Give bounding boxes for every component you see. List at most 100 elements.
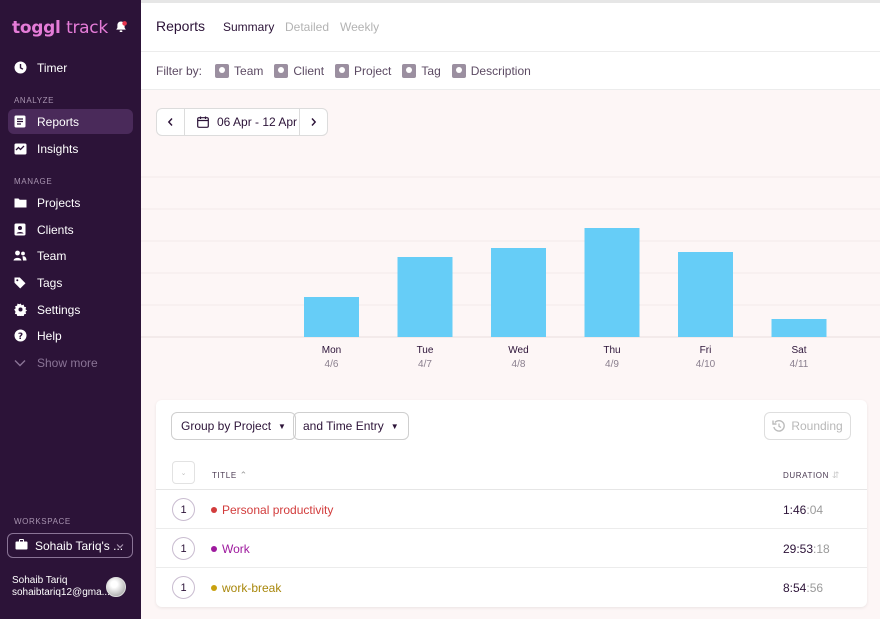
table-row[interactable]: 1 work-break 8:54:56 bbox=[156, 568, 867, 607]
filter-tag[interactable]: Tag bbox=[402, 63, 441, 78]
summary-table-card: Group by Project ▼ and Time Entry ▼ Roundi… bbox=[156, 400, 867, 607]
chart-bar-sat[interactable] bbox=[771, 319, 827, 337]
folder-icon bbox=[13, 196, 27, 210]
sidebar-item-clients[interactable]: Clients bbox=[8, 217, 133, 242]
column-header-duration[interactable]: DURATION ⇵ bbox=[783, 470, 840, 481]
chart-date-label: 4/6 bbox=[325, 359, 339, 370]
table-header: ⌄ TITLE ⌃ DURATION ⇵ bbox=[156, 456, 867, 490]
sidebar-item-label: Timer bbox=[37, 60, 68, 75]
section-label-workspace: WORKSPACE bbox=[14, 517, 71, 526]
filter-team[interactable]: Team bbox=[215, 63, 264, 78]
chart-day-label: Mon bbox=[322, 345, 341, 356]
sidebar-item-label: Settings bbox=[37, 302, 81, 317]
sidebar-item-reports[interactable]: Reports bbox=[8, 109, 133, 134]
sidebar-item-label: Clients bbox=[37, 222, 74, 237]
chevron-down-icon: ▼ bbox=[390, 421, 399, 431]
sidebar-show-more[interactable]: Show more bbox=[8, 350, 133, 375]
section-label-analyze: ANALYZE bbox=[14, 96, 55, 105]
filter-client[interactable]: Client bbox=[274, 63, 325, 78]
entry-count-badge[interactable]: 1 bbox=[172, 498, 195, 521]
tag-icon bbox=[13, 276, 27, 290]
tab-summary[interactable]: Summary bbox=[223, 20, 275, 34]
user-profile[interactable]: Sohaib Tariq sohaibtariq12@gma... bbox=[12, 575, 110, 599]
entry-count-badge[interactable]: 1 bbox=[172, 537, 195, 560]
sidebar-item-label: Show more bbox=[37, 355, 98, 370]
avatar[interactable] bbox=[106, 577, 126, 597]
chart-bar-fri[interactable] bbox=[678, 252, 733, 337]
bar-chart: Mon 4/6 Tue 4/7 Wed 4/8 Thu 4/9 Fri 4/10 Sat 4/11 bbox=[141, 176, 880, 370]
chevron-down-icon bbox=[116, 544, 124, 549]
workspace-name: Sohaib Tariq's ... bbox=[35, 538, 124, 553]
group-by-label: Group by Project bbox=[181, 419, 272, 433]
user-email: sohaibtariq12@gma... bbox=[12, 587, 110, 598]
bell-icon[interactable] bbox=[114, 20, 128, 34]
folder-icon bbox=[335, 63, 350, 78]
table-row[interactable]: 1 Work 29:53:18 bbox=[156, 529, 867, 568]
sidebar-item-settings[interactable]: Settings bbox=[8, 297, 133, 322]
client-icon bbox=[274, 63, 289, 78]
filter-team-label: Team bbox=[234, 63, 264, 78]
svg-text:?: ? bbox=[17, 332, 22, 342]
sidebar-item-label: Reports bbox=[37, 114, 80, 129]
filter-project[interactable]: Project bbox=[335, 63, 391, 78]
tab-detailed[interactable]: Detailed bbox=[285, 20, 330, 34]
chart-bar-thu[interactable] bbox=[584, 228, 640, 337]
rounding-button[interactable]: Rounding bbox=[764, 412, 851, 440]
tab-weekly[interactable]: Weekly bbox=[340, 20, 380, 34]
chart-date-label: 4/10 bbox=[696, 359, 716, 370]
project-name: Work bbox=[222, 542, 250, 556]
tag-icon bbox=[402, 63, 417, 78]
sub-group-label: and Time Entry bbox=[303, 419, 384, 433]
logo-main-text: toggl bbox=[12, 18, 61, 38]
duration-value: 29:53:18 bbox=[783, 542, 830, 556]
client-icon bbox=[13, 223, 27, 237]
filter-description-label: Description bbox=[470, 63, 531, 78]
next-week-button[interactable] bbox=[300, 109, 327, 135]
chart-date-label: 4/9 bbox=[605, 359, 619, 370]
prev-week-button[interactable] bbox=[157, 109, 184, 135]
expand-all-toggle[interactable]: ⌄ bbox=[172, 461, 195, 484]
duration-seconds: :56 bbox=[806, 581, 824, 595]
chart-bar-wed[interactable] bbox=[491, 248, 546, 337]
date-range-button[interactable]: 06 Apr - 12 Apr bbox=[184, 109, 300, 135]
sidebar-item-label: Help bbox=[37, 328, 62, 343]
column-header-title[interactable]: TITLE ⌃ bbox=[212, 470, 248, 481]
project-color-dot bbox=[211, 585, 217, 591]
reports-icon bbox=[13, 115, 27, 129]
chart-date-label: 4/7 bbox=[418, 359, 432, 370]
entry-count-badge[interactable]: 1 bbox=[172, 576, 195, 599]
workspace-selector[interactable]: Sohaib Tariq's ... bbox=[7, 533, 133, 558]
chart-bar-mon[interactable] bbox=[304, 297, 359, 337]
briefcase-icon bbox=[15, 538, 28, 553]
team-icon bbox=[13, 249, 27, 263]
report-header: Reports Summary Detailed Weekly bbox=[141, 0, 880, 52]
chart-date-label: 4/8 bbox=[512, 359, 526, 370]
chevron-down-icon: ▼ bbox=[278, 421, 286, 431]
duration-value: 8:54:56 bbox=[783, 581, 823, 595]
duration-main: 29:53 bbox=[783, 542, 814, 556]
toggl-logo[interactable]: toggl track bbox=[12, 18, 108, 38]
chevron-left-icon bbox=[167, 118, 173, 126]
chart-date-label: 4/11 bbox=[790, 359, 809, 370]
sub-group-dropdown[interactable]: and Time Entry ▼ bbox=[293, 412, 409, 440]
team-icon bbox=[215, 63, 230, 78]
column-duration-label: DURATION bbox=[783, 471, 829, 480]
group-by-dropdown[interactable]: Group by Project ▼ bbox=[171, 412, 296, 440]
project-color-dot bbox=[211, 507, 217, 513]
sort-ascending-icon: ⌃ bbox=[239, 470, 248, 480]
filter-bar: Filter by: Team Client Project Tag Descr… bbox=[141, 52, 880, 90]
sidebar-item-help[interactable]: ? Help bbox=[8, 323, 133, 348]
filter-description[interactable]: Description bbox=[451, 63, 531, 78]
sidebar-item-tags[interactable]: Tags bbox=[8, 270, 133, 295]
filter-tag-label: Tag bbox=[421, 63, 441, 78]
sidebar-item-team[interactable]: Team bbox=[8, 243, 133, 268]
sidebar-item-projects[interactable]: Projects bbox=[8, 190, 133, 215]
chart-bar-tue[interactable] bbox=[397, 257, 453, 337]
sidebar-item-timer[interactable]: Timer bbox=[8, 55, 133, 80]
duration-main: 8:54 bbox=[783, 581, 807, 595]
date-range-label: 06 Apr - 12 Apr bbox=[217, 115, 298, 129]
sidebar-item-insights[interactable]: Insights bbox=[8, 136, 133, 161]
table-row[interactable]: 1 Personal productivity 1:46:04 bbox=[156, 490, 867, 529]
filter-client-label: Client bbox=[293, 63, 325, 78]
rounding-icon bbox=[772, 420, 786, 432]
